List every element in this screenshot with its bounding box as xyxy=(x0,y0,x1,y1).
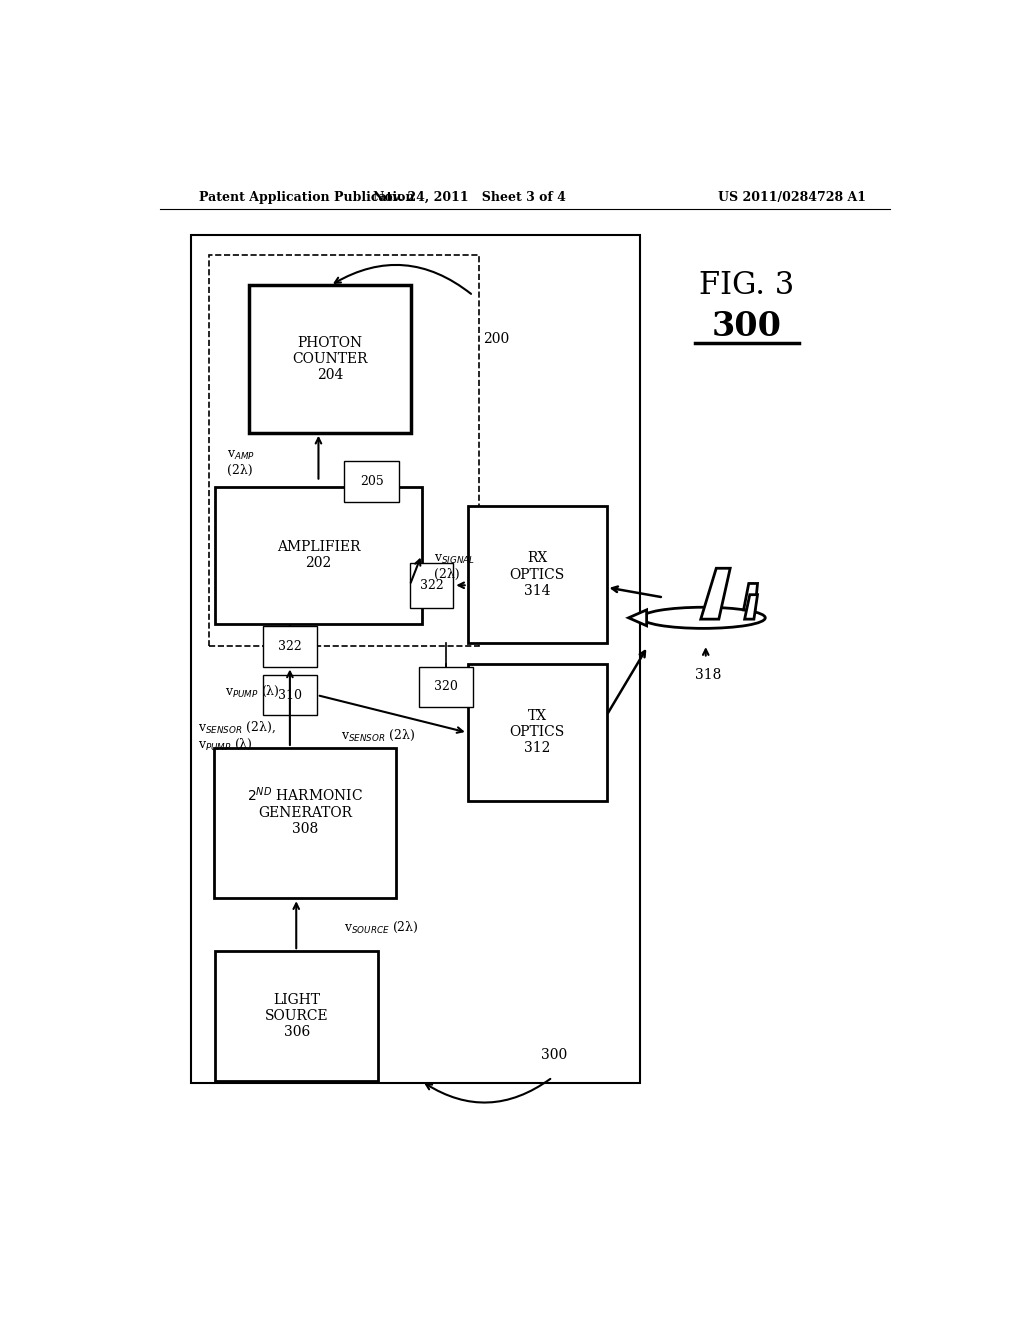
Polygon shape xyxy=(744,595,758,619)
Polygon shape xyxy=(700,569,730,619)
Text: Nov. 24, 2011   Sheet 3 of 4: Nov. 24, 2011 Sheet 3 of 4 xyxy=(373,190,565,203)
Bar xyxy=(191,235,640,1084)
Text: v$_{SENSOR}$ (2λ): v$_{SENSOR}$ (2λ) xyxy=(341,729,415,743)
Bar xyxy=(468,664,606,801)
Text: US 2011/0284728 A1: US 2011/0284728 A1 xyxy=(718,190,866,203)
Text: 200: 200 xyxy=(482,333,509,346)
Polygon shape xyxy=(743,583,758,610)
Text: v$_{SIGNAL}$
(2λ): v$_{SIGNAL}$ (2λ) xyxy=(433,553,474,581)
Text: 205: 205 xyxy=(359,475,384,488)
Bar xyxy=(209,255,479,647)
Bar xyxy=(263,675,316,715)
Text: 320: 320 xyxy=(434,680,458,693)
Bar xyxy=(263,626,316,667)
Bar xyxy=(215,487,422,624)
Text: 322: 322 xyxy=(420,578,443,591)
Ellipse shape xyxy=(641,607,765,628)
Polygon shape xyxy=(629,610,646,626)
Text: 322: 322 xyxy=(279,640,302,653)
Text: LIGHT
SOURCE
306: LIGHT SOURCE 306 xyxy=(265,993,329,1039)
Bar xyxy=(410,562,454,607)
Bar xyxy=(214,748,396,899)
Text: v$_{PUMP}$ (λ): v$_{PUMP}$ (λ) xyxy=(225,684,280,698)
Text: 300: 300 xyxy=(541,1048,567,1061)
Bar xyxy=(215,952,378,1081)
Text: RX
OPTICS
314: RX OPTICS 314 xyxy=(510,552,564,598)
Text: v$_{AMP}$
(2λ): v$_{AMP}$ (2λ) xyxy=(227,449,255,478)
Text: $2^{ND}$ HARMONIC
GENERATOR
308: $2^{ND}$ HARMONIC GENERATOR 308 xyxy=(247,785,364,837)
Text: 300: 300 xyxy=(712,310,782,343)
Text: AMPLIFIER
202: AMPLIFIER 202 xyxy=(276,540,360,570)
Bar xyxy=(419,667,473,708)
Text: PHOTON
COUNTER
204: PHOTON COUNTER 204 xyxy=(292,335,368,383)
Text: FIG. 3: FIG. 3 xyxy=(699,271,795,301)
Bar xyxy=(468,506,606,643)
Text: v$_{SOURCE}$ (2λ): v$_{SOURCE}$ (2λ) xyxy=(344,920,419,936)
Text: v$_{SENSOR}$ (2λ),
v$_{PUMP}$ (λ): v$_{SENSOR}$ (2λ), v$_{PUMP}$ (λ) xyxy=(198,719,275,752)
Bar xyxy=(249,285,412,433)
Bar xyxy=(344,461,399,502)
Text: 310: 310 xyxy=(278,689,302,701)
Text: 318: 318 xyxy=(695,668,722,681)
Text: TX
OPTICS
312: TX OPTICS 312 xyxy=(510,709,564,755)
Text: Patent Application Publication: Patent Application Publication xyxy=(200,190,415,203)
